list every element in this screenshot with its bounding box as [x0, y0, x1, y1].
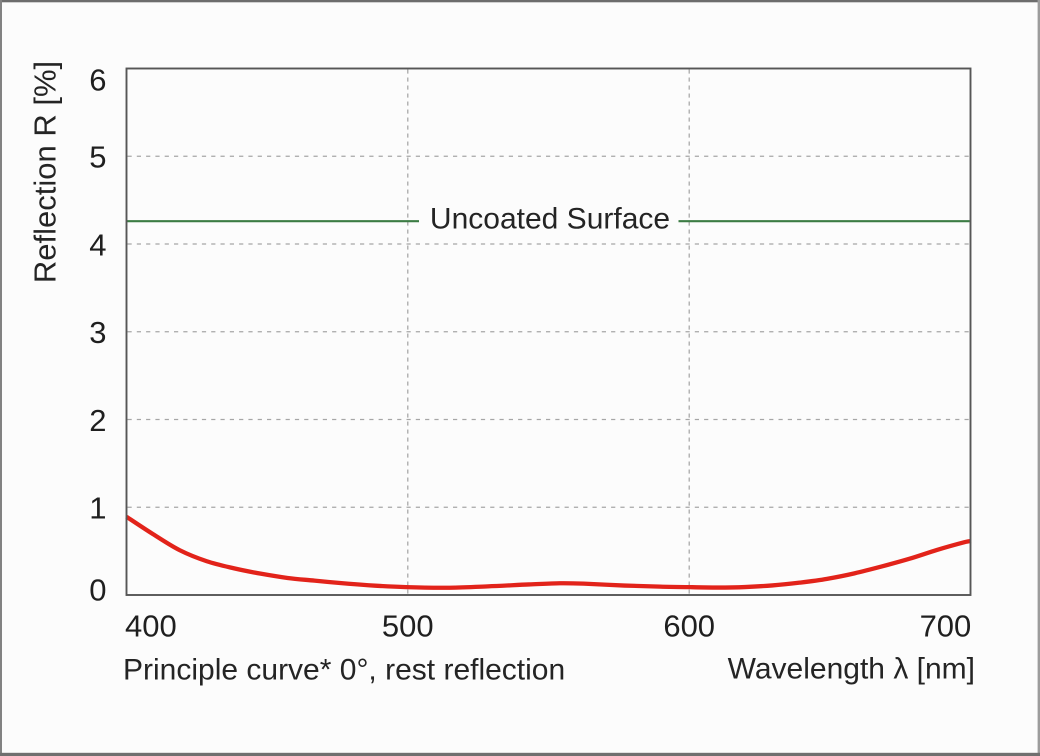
svg-text:0: 0 [89, 572, 106, 607]
svg-text:Wavelength λ [nm]: Wavelength λ [nm] [728, 653, 975, 686]
svg-text:4: 4 [89, 227, 106, 262]
svg-text:600: 600 [663, 609, 715, 644]
svg-text:6: 6 [89, 62, 106, 97]
svg-text:Reflection R [%]: Reflection R [%] [28, 61, 63, 283]
svg-text:400: 400 [125, 609, 177, 644]
svg-text:3: 3 [89, 315, 106, 350]
svg-text:Uncoated Surface: Uncoated Surface [430, 203, 670, 236]
svg-text:2: 2 [89, 403, 106, 438]
svg-text:1: 1 [89, 491, 106, 526]
svg-text:700: 700 [920, 609, 972, 644]
svg-text:500: 500 [382, 609, 434, 644]
svg-text:5: 5 [89, 140, 106, 175]
svg-text:Principle curve* 0°, rest refl: Principle curve* 0°, rest reflection [123, 654, 565, 687]
